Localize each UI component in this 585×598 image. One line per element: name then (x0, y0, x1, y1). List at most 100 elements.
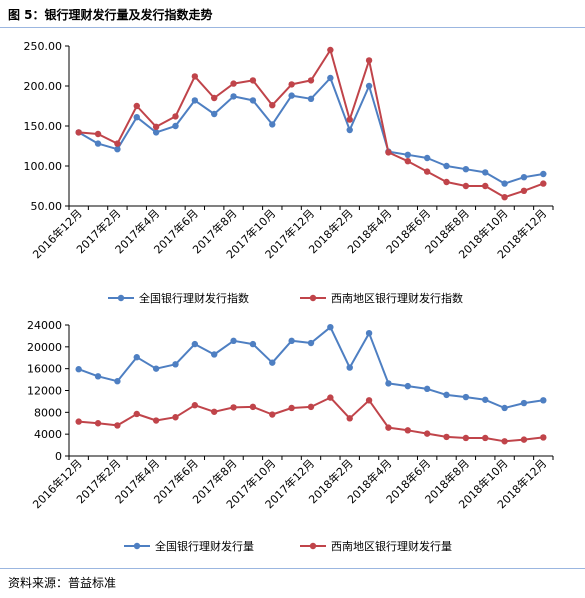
y-tick-label: 8000 (34, 406, 62, 419)
data-point (482, 182, 489, 190)
data-point (346, 415, 353, 422)
data-point (346, 116, 353, 123)
data-point (482, 169, 489, 176)
legend-marker-2 (309, 542, 317, 550)
x-tick-label: 2016年12月 (30, 456, 85, 511)
data-point (114, 146, 121, 153)
series-line-1 (78, 326, 544, 409)
data-point (269, 121, 276, 128)
data-point (94, 420, 102, 427)
data-point (443, 178, 450, 186)
chart-2: 040008000120001600020000240002016年12月201… (27, 319, 554, 553)
data-point (443, 433, 450, 441)
data-point (288, 81, 295, 88)
y-tick-label: 0 (55, 450, 62, 463)
legend-label-2: 西南地区银行理财发行指数 (331, 291, 463, 305)
data-point (269, 411, 276, 418)
data-point (327, 323, 334, 331)
data-point (94, 130, 102, 138)
y-tick-label: 250.00 (24, 40, 63, 53)
y-tick-label: 16000 (27, 363, 62, 376)
data-point (230, 80, 237, 87)
data-point (365, 82, 373, 90)
data-point (133, 410, 140, 418)
data-point (307, 339, 315, 347)
data-point (114, 422, 121, 429)
data-point (249, 97, 257, 104)
data-point (75, 129, 82, 136)
data-point (94, 373, 102, 380)
data-point (520, 187, 528, 194)
data-point (172, 122, 179, 130)
data-point (191, 340, 199, 348)
data-point (249, 77, 257, 84)
legend-marker-1 (117, 294, 125, 302)
bottom-divider (0, 568, 585, 569)
data-point (404, 151, 411, 158)
data-point (211, 94, 218, 102)
x-tick-label: 2016年12月 (30, 206, 85, 261)
source-note: 资料来源：普益标准 (8, 576, 117, 590)
data-point (191, 97, 199, 104)
series-line-2 (78, 49, 544, 199)
data-point (75, 366, 82, 373)
data-point (288, 92, 295, 99)
data-point (462, 166, 470, 173)
data-point (520, 399, 528, 407)
data-point (152, 123, 160, 130)
data-point (501, 404, 508, 412)
data-point (230, 93, 237, 100)
data-point (462, 393, 470, 401)
data-point (423, 154, 431, 162)
data-point (462, 182, 470, 190)
data-point (327, 74, 334, 82)
y-tick-label: 24000 (27, 319, 62, 332)
data-point (307, 77, 315, 84)
data-point (230, 404, 237, 411)
data-point (423, 168, 431, 175)
data-point (307, 403, 315, 411)
data-point (152, 365, 160, 372)
data-point (152, 417, 160, 424)
data-point (404, 382, 411, 390)
y-tick-label: 50.00 (31, 200, 63, 213)
data-point (172, 361, 179, 368)
data-point (540, 434, 547, 441)
data-point (501, 194, 508, 201)
data-point (114, 378, 121, 385)
y-tick-label: 12000 (27, 385, 62, 398)
data-point (269, 359, 276, 366)
chart-1: 50.00100.00150.00200.00250.002016年12月201… (24, 40, 554, 305)
data-point (211, 110, 218, 118)
data-point (307, 95, 315, 103)
data-point (385, 380, 392, 387)
data-point (327, 46, 334, 54)
legend-label-2: 西南地区银行理财发行量 (331, 539, 452, 553)
data-point (114, 140, 121, 147)
data-point (365, 57, 373, 64)
data-point (249, 403, 257, 411)
legend-marker-2 (309, 294, 317, 302)
data-point (152, 129, 160, 136)
data-point (443, 391, 450, 399)
series-line-1 (78, 77, 544, 185)
y-tick-label: 20000 (27, 341, 62, 354)
legend-label-1: 全国银行理财发行量 (155, 539, 254, 553)
data-point (172, 414, 179, 421)
data-point (211, 351, 218, 358)
data-point (230, 337, 237, 345)
data-point (191, 402, 199, 409)
data-point (443, 162, 450, 170)
data-point (482, 396, 489, 403)
data-point (133, 114, 140, 121)
data-point (365, 329, 373, 337)
data-point (365, 397, 373, 404)
data-point (423, 430, 431, 437)
y-tick-label: 200.00 (24, 80, 63, 93)
data-point (423, 385, 431, 393)
data-point (133, 102, 140, 110)
y-tick-label: 100.00 (24, 160, 63, 173)
data-point (288, 337, 295, 345)
data-point (520, 436, 528, 443)
